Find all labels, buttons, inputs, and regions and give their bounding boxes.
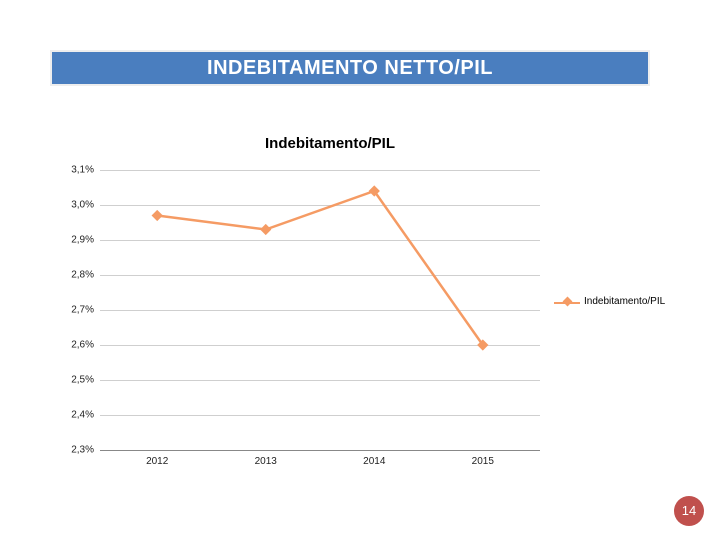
- y-axis-label: 2,6%: [60, 340, 94, 351]
- legend: Indebitamento/PIL: [554, 296, 665, 307]
- series-line: [100, 170, 540, 450]
- slide-title-bar: INDEBITAMENTO NETTO/PIL: [50, 50, 650, 86]
- legend-marker-icon: [562, 297, 572, 307]
- data-marker-icon: [260, 224, 271, 235]
- y-axis-label: 2,4%: [60, 410, 94, 421]
- y-axis-label: 2,5%: [60, 375, 94, 386]
- y-axis-label: 2,9%: [60, 235, 94, 246]
- y-axis-label: 2,8%: [60, 270, 94, 281]
- chart-area: 3,1% 3,0% 2,9% 2,8% 2,7% 2,6% 2,5% 2,4% 2,3% 2012…: [50, 160, 664, 480]
- y-axis-label: 2,3%: [60, 445, 94, 456]
- data-marker-icon: [152, 210, 163, 221]
- grid-line: [100, 450, 540, 451]
- page-number-badge: 14: [674, 496, 704, 526]
- chart-title: Indebitamento/PIL: [50, 135, 610, 152]
- legend-label: Indebitamento/PIL: [584, 296, 665, 307]
- x-axis-label: 2012: [146, 456, 168, 467]
- x-axis-label: 2015: [472, 456, 494, 467]
- y-axis-label: 3,0%: [60, 200, 94, 211]
- x-axis-label: 2013: [255, 456, 277, 467]
- y-axis-label: 2,7%: [60, 305, 94, 316]
- x-axis-label: 2014: [363, 456, 385, 467]
- plot-area: 3,1%3,0%2,9%2,8%2,7%2,6%2,5%2,4%2,3%2012…: [100, 170, 540, 450]
- y-axis-label: 3,1%: [60, 165, 94, 176]
